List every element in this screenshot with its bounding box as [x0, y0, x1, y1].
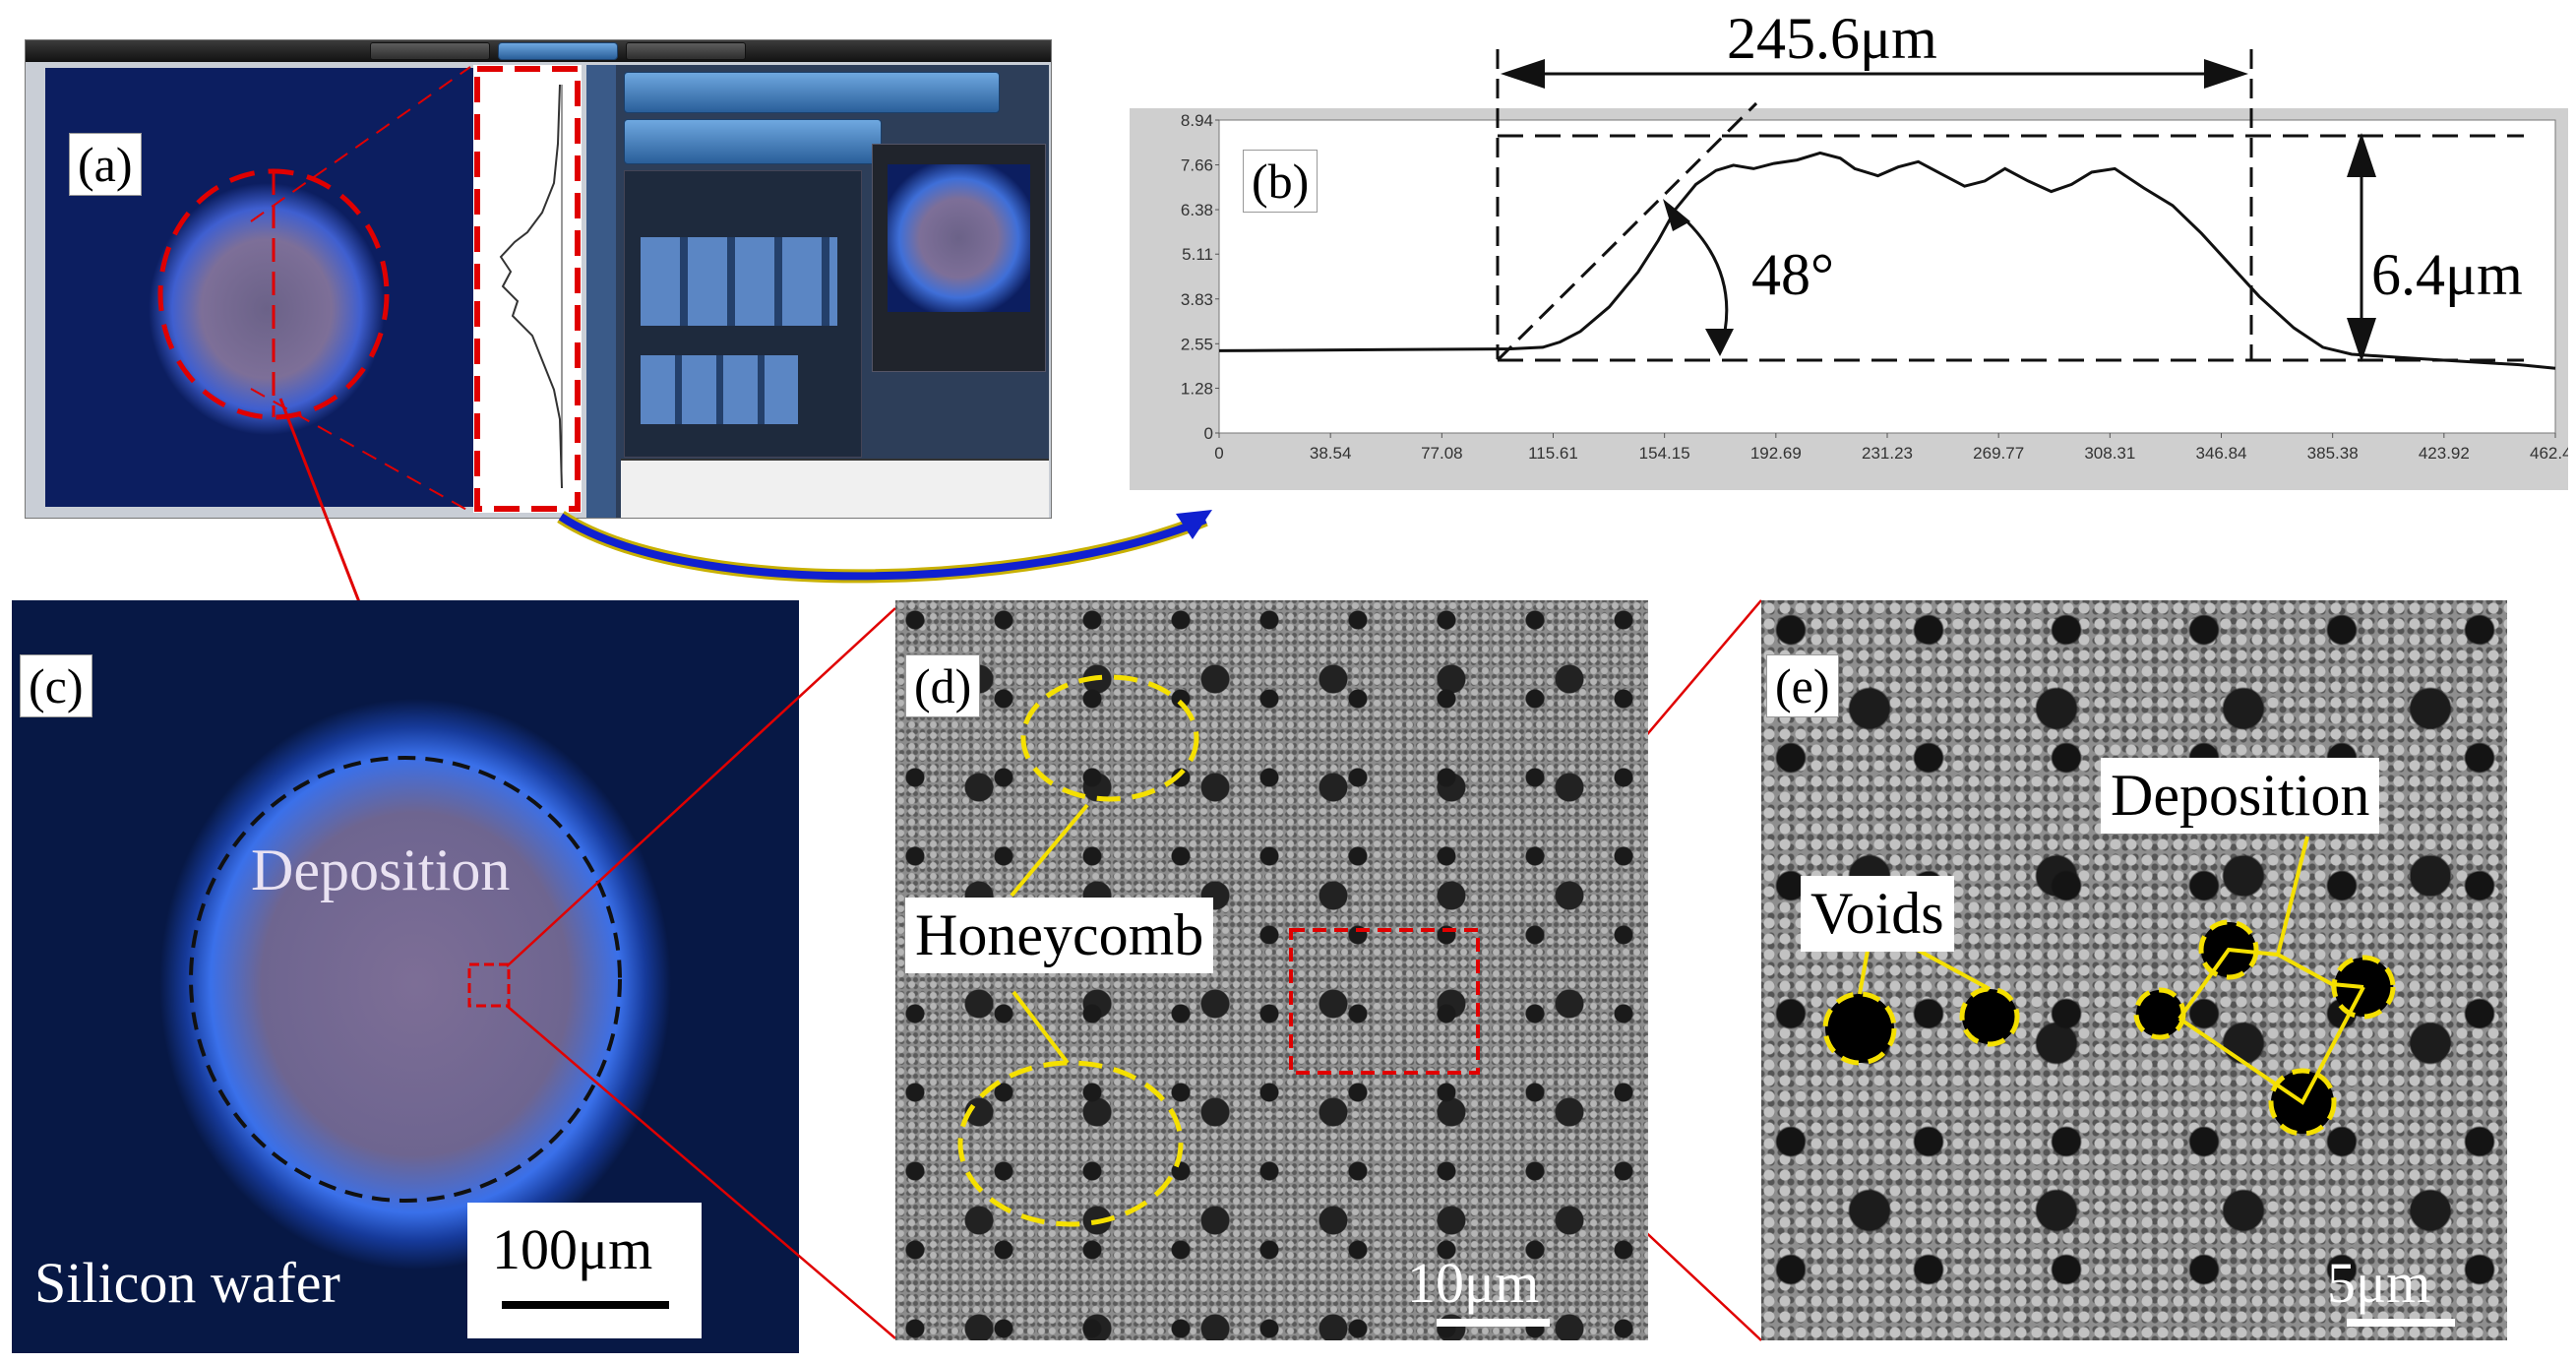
preview-thumbnail: [888, 164, 1030, 312]
toolbar-icon-row[interactable]: [624, 72, 1000, 113]
y-tick-label: 8.94: [1181, 111, 1213, 130]
profile-trace: [474, 66, 581, 512]
toolbar-tab-2[interactable]: [498, 42, 618, 60]
honeycomb-annotations: [957, 674, 1480, 1227]
tool-button-grid-2[interactable]: [641, 355, 798, 424]
y-tick-label: 5.11: [1182, 245, 1213, 264]
x-tick-label: 269.77: [1973, 444, 2024, 463]
x-tick-label: 462.46: [2530, 444, 2568, 463]
x-tick-label: 308.31: [2084, 444, 2135, 463]
scale-bar-d-line: [1437, 1319, 1550, 1327]
x-tick-label: 385.38: [2307, 444, 2359, 463]
angle-label: 48°: [1751, 242, 1834, 307]
toolbar-icon-row-2[interactable]: [624, 119, 882, 164]
scale-bar-e-line: [2347, 1319, 2455, 1327]
silicon-wafer-text: Silicon wafer: [34, 1251, 340, 1315]
honeycomb-callout: Honeycomb: [905, 898, 1214, 973]
panel-b: 0 1.28 2.55 3.83 5.11 6.38 7.66 8.94 0 38.54 77.0…: [1130, 108, 2576, 490]
panel-c-label: (c): [20, 654, 92, 717]
scale-bar-e: 5μm: [2322, 1250, 2489, 1329]
section-line: [157, 168, 390, 420]
x-tick-label: 115.61: [1528, 444, 1578, 463]
toolbar-tab-3[interactable]: [626, 42, 746, 60]
preview-pane: [872, 144, 1046, 372]
tool-button-grid[interactable]: [641, 237, 837, 326]
voids-callout: Voids: [1801, 876, 1954, 952]
data-table-area: [621, 459, 1049, 518]
scale-bar-c: 100μm: [467, 1203, 702, 1338]
panel-a: [25, 39, 1052, 519]
tool-sidebar: [586, 65, 616, 518]
height-label: 6.4μm: [2371, 242, 2523, 307]
panel-d: [895, 600, 1648, 1340]
deposition-outline: [189, 756, 622, 1203]
panel-a-label: (a): [69, 133, 142, 196]
x-tick-label: 192.69: [1750, 444, 1802, 463]
x-tick-label: 38.54: [1310, 444, 1352, 463]
deposition-callout: Deposition: [2101, 758, 2380, 834]
panel-e-label: (e): [1766, 654, 1839, 717]
profile-chart: 0 1.28 2.55 3.83 5.11 6.38 7.66 8.94 0 38.54 77.0…: [1181, 111, 2576, 463]
x-tick-label: 423.92: [2419, 444, 2470, 463]
y-tick-label: 6.38: [1181, 201, 1213, 219]
x-tick-label: 231.23: [1862, 444, 1913, 463]
void-deposition-annotations: [1822, 836, 2396, 1137]
scale-bar-c-label: 100μm: [492, 1217, 653, 1281]
y-tick-label: 7.66: [1181, 156, 1213, 175]
scale-bar-e-label: 5μm: [2327, 1251, 2431, 1315]
scale-bar-d: 10μm: [1407, 1250, 1604, 1329]
width-label: 245.6μm: [1727, 6, 1937, 71]
profile-series-line: [1218, 151, 2556, 370]
x-tick-label: 346.84: [2195, 444, 2246, 463]
y-tick-label: 2.55: [1181, 335, 1213, 353]
x-tick-label: 154.15: [1639, 444, 1690, 463]
scale-bar-c-line: [502, 1301, 669, 1309]
profile-strip: [473, 65, 582, 513]
panel-b-label: (b): [1243, 150, 1319, 213]
y-tick-label: 3.83: [1181, 290, 1213, 309]
deposition-text: Deposition: [251, 837, 511, 902]
y-tick-label: 0: [1204, 424, 1213, 443]
scale-bar-d-label: 10μm: [1407, 1251, 1540, 1315]
x-tick-label: 77.08: [1421, 444, 1463, 463]
toolbar-tab-1[interactable]: [370, 42, 490, 60]
x-tick-label: 0: [1214, 444, 1223, 463]
panel-e: [1761, 600, 2507, 1340]
y-tick-label: 1.28: [1181, 379, 1213, 398]
panel-d-label: (d): [905, 654, 981, 717]
